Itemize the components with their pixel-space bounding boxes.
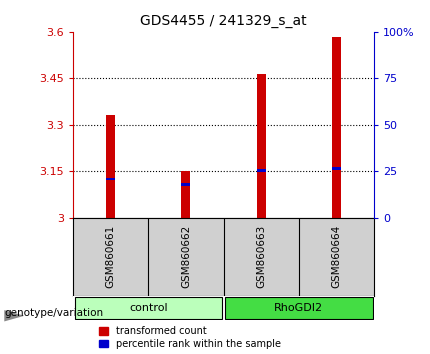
Text: control: control	[129, 303, 168, 313]
Bar	[225, 297, 372, 319]
Bar	[106, 178, 115, 181]
Legend: transformed count, percentile rank within the sample: transformed count, percentile rank withi…	[99, 326, 281, 349]
Bar	[181, 183, 190, 185]
Title: GDS4455 / 241329_s_at: GDS4455 / 241329_s_at	[140, 14, 307, 28]
Polygon shape	[4, 310, 25, 321]
Text: GSM860663: GSM860663	[256, 225, 266, 288]
Bar	[75, 297, 222, 319]
Text: GSM860664: GSM860664	[332, 225, 341, 288]
Bar	[257, 74, 266, 218]
Text: GSM860662: GSM860662	[181, 225, 191, 288]
Text: RhoGDI2: RhoGDI2	[274, 303, 323, 313]
Bar	[181, 171, 190, 218]
Text: GSM860661: GSM860661	[106, 225, 116, 288]
Bar	[257, 169, 266, 172]
Bar	[106, 115, 115, 218]
Bar	[332, 167, 341, 170]
Bar	[332, 36, 341, 218]
Text: genotype/variation: genotype/variation	[4, 308, 104, 318]
